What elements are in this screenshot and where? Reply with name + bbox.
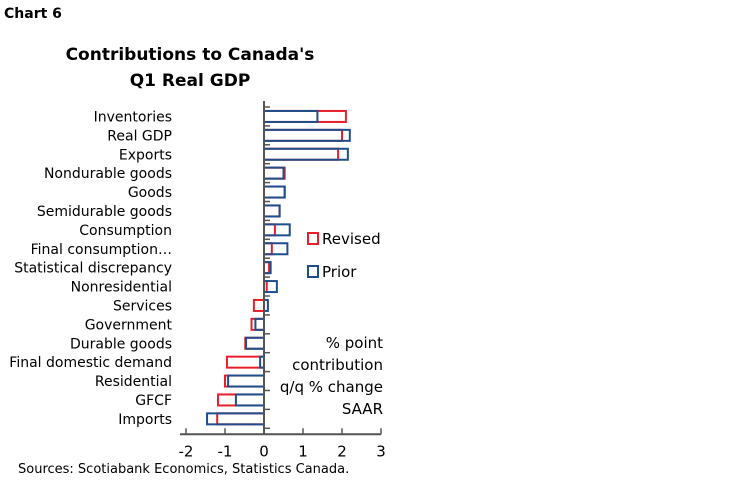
source-note: Sources: Scotiabank Economics, Statistic… [18, 462, 350, 477]
bar-prior [254, 317, 265, 331]
bar-revised [252, 298, 266, 312]
bar-prior [227, 374, 265, 388]
bar-prior [263, 147, 349, 161]
category-label: Statistical discrepancy [14, 261, 172, 277]
category-label: Final consumption… [31, 242, 172, 258]
bar-prior [245, 336, 265, 350]
title-line-1: Contributions to Canada's [65, 45, 315, 65]
category-label: Imports [118, 412, 172, 428]
category-label: Inventories [94, 109, 172, 125]
bar-prior [263, 109, 319, 123]
category-label: GFCF [135, 393, 172, 409]
bar-revised [263, 223, 276, 237]
category-label: Exports [119, 147, 172, 163]
legend-label-prior: Prior [322, 263, 357, 281]
bar-revised [224, 374, 265, 388]
category-label: Real GDP [107, 128, 172, 144]
bar-revised [216, 412, 265, 426]
x-tick-label: 3 [376, 442, 386, 460]
bar-revised [263, 242, 273, 256]
bar-revised [244, 336, 265, 350]
bar-revised [263, 166, 286, 180]
x-tick-label: -1 [218, 442, 233, 460]
bar-revised [263, 147, 340, 161]
x-tick-label: -2 [179, 442, 194, 460]
units-annotation: q/q % change [280, 378, 383, 396]
units-annotation: % point [326, 334, 383, 352]
title-line-2: Q1 Real GDP [129, 71, 251, 91]
bar-prior [263, 128, 351, 142]
category-label: Goods [128, 185, 172, 201]
legend-label-revised: Revised [322, 230, 381, 248]
bar-revised [263, 204, 281, 218]
category-label: Nondurable goods [44, 166, 172, 182]
bar-revised [216, 393, 265, 407]
category-label: Nonresidential [71, 280, 172, 296]
category-label: Consumption [79, 223, 172, 239]
chart-title: Contributions to Canada's Q1 Real GDP [40, 42, 340, 94]
legend-swatch-prior [307, 265, 319, 278]
bar-revised [263, 185, 286, 199]
category-label: Services [113, 298, 172, 314]
category-label: Semidurable goods [37, 204, 172, 220]
bar-prior [206, 412, 265, 426]
x-tick-label: 1 [298, 442, 308, 460]
bar-prior [263, 223, 291, 237]
bar-prior [234, 393, 265, 407]
category-label: Final domestic demand [9, 355, 172, 371]
x-tick-label: 0 [259, 442, 269, 460]
units-annotation: contribution [292, 356, 383, 374]
bar-prior [263, 185, 286, 199]
bar-prior [263, 204, 281, 218]
bar-revised [250, 317, 266, 331]
units-annotation: SAAR [342, 400, 383, 418]
bar-revised [263, 109, 347, 123]
bar-revised [225, 355, 265, 369]
x-tick-label: 2 [337, 442, 347, 460]
category-label: Government [85, 317, 173, 333]
bar-prior [263, 242, 289, 256]
bar-revised [263, 128, 343, 142]
category-label: Durable goods [70, 336, 172, 352]
chart-number: Chart 6 [4, 6, 62, 22]
category-label: Residential [95, 374, 172, 390]
legend-swatch-revised [307, 232, 319, 245]
bar-prior [263, 166, 285, 180]
